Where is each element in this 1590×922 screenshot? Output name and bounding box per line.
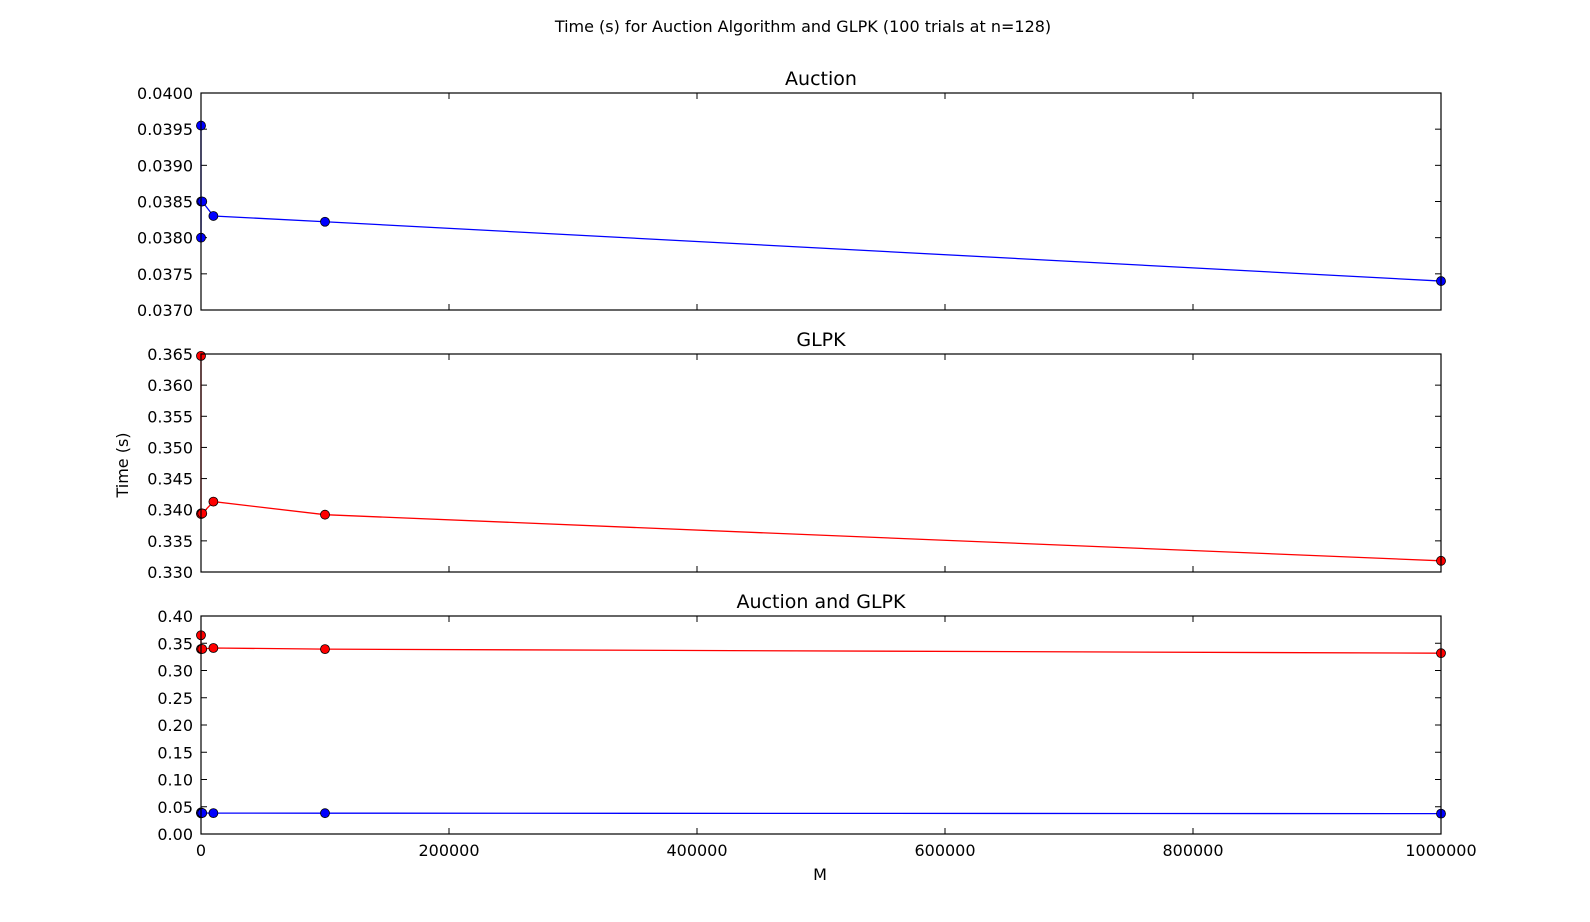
data-point-auction [208,211,219,221]
subplots: Auction 0.0370 0.0375 0.0380 0.0385 0.0390 0.0… [137,68,1477,860]
y-tick-label: 0.0380 [137,229,193,248]
y-tick-label: 0.0390 [137,156,193,175]
data-point-auction [320,808,330,819]
subplot-title-auction: Auction [785,68,857,90]
y-tick-label: 0.350 [147,438,193,457]
data-point-glpk [197,508,208,519]
y-tick-label: 0.335 [147,532,193,551]
subplot-auction: Auction 0.0370 0.0375 0.0380 0.0385 0.0390 0.0… [137,68,1446,320]
axes-frame-combined [200,615,1442,835]
y-tick-label: 0.0375 [137,265,193,284]
axes-frame-auction [200,92,1442,311]
figure-suptitle: Time (s) for Auction Algorithm and GLPK … [554,17,1051,36]
y-tick-label: 0.330 [147,563,193,582]
data-point-auction [320,216,330,227]
x-tick-label: 800000 [1162,841,1223,860]
data-point-glpk [320,644,330,655]
axes-frame-glpk [200,353,1442,573]
data-point-glpk [208,643,219,653]
y-tick-label: 0.25 [157,689,193,708]
x-tick-label: 600000 [914,841,975,860]
y-tick-label: 0.360 [147,376,193,395]
y-tick-label: 0.05 [157,798,193,817]
y-tick-label: 0.355 [147,407,193,426]
y-tick-label: 0.340 [147,501,193,520]
y-tick-label: 0.30 [157,662,193,681]
y-tick-label: 0.20 [157,716,193,735]
y-tick-label: 0.0370 [137,301,193,320]
x-axis-label: M [813,865,827,884]
x-tick-label: 400000 [666,841,727,860]
y-tick-label: 0.15 [157,743,193,762]
data-point-glpk [320,509,330,520]
subplot-title-combined: Auction and GLPK [737,591,906,613]
subplot-combined: Auction and GLPK 0.00 0.05 0.10 0.15 0.20 0.25… [157,591,1476,860]
subplot-title-glpk: GLPK [796,329,846,351]
data-point-auction [197,196,208,207]
data-point-glpk [208,496,219,507]
y-tick-label: 0.10 [157,771,193,790]
y-tick-label: 0.0385 [137,193,193,212]
y-tick-label: 0.35 [157,634,193,653]
y-tick-label: 0.0400 [137,84,193,103]
y-tick-label: 0.00 [157,825,193,844]
data-point-auction [197,808,208,818]
x-tick-label: 200000 [418,841,479,860]
y-axis-label: Time (s) [113,432,132,498]
data-point-auction [208,808,219,819]
x-tick-label: 1000000 [1405,841,1476,860]
data-point-glpk [197,644,208,654]
x-tick-label: 0 [196,841,206,860]
y-tick-label: 0.0395 [137,120,193,139]
y-tick-label: 0.365 [147,345,193,364]
y-tick-label: 0.40 [157,607,193,626]
subplot-glpk: GLPK 0.330 0.335 0.340 0.345 0.350 0.355 0.360 0… [147,329,1446,582]
y-tick-label: 0.345 [147,470,193,489]
